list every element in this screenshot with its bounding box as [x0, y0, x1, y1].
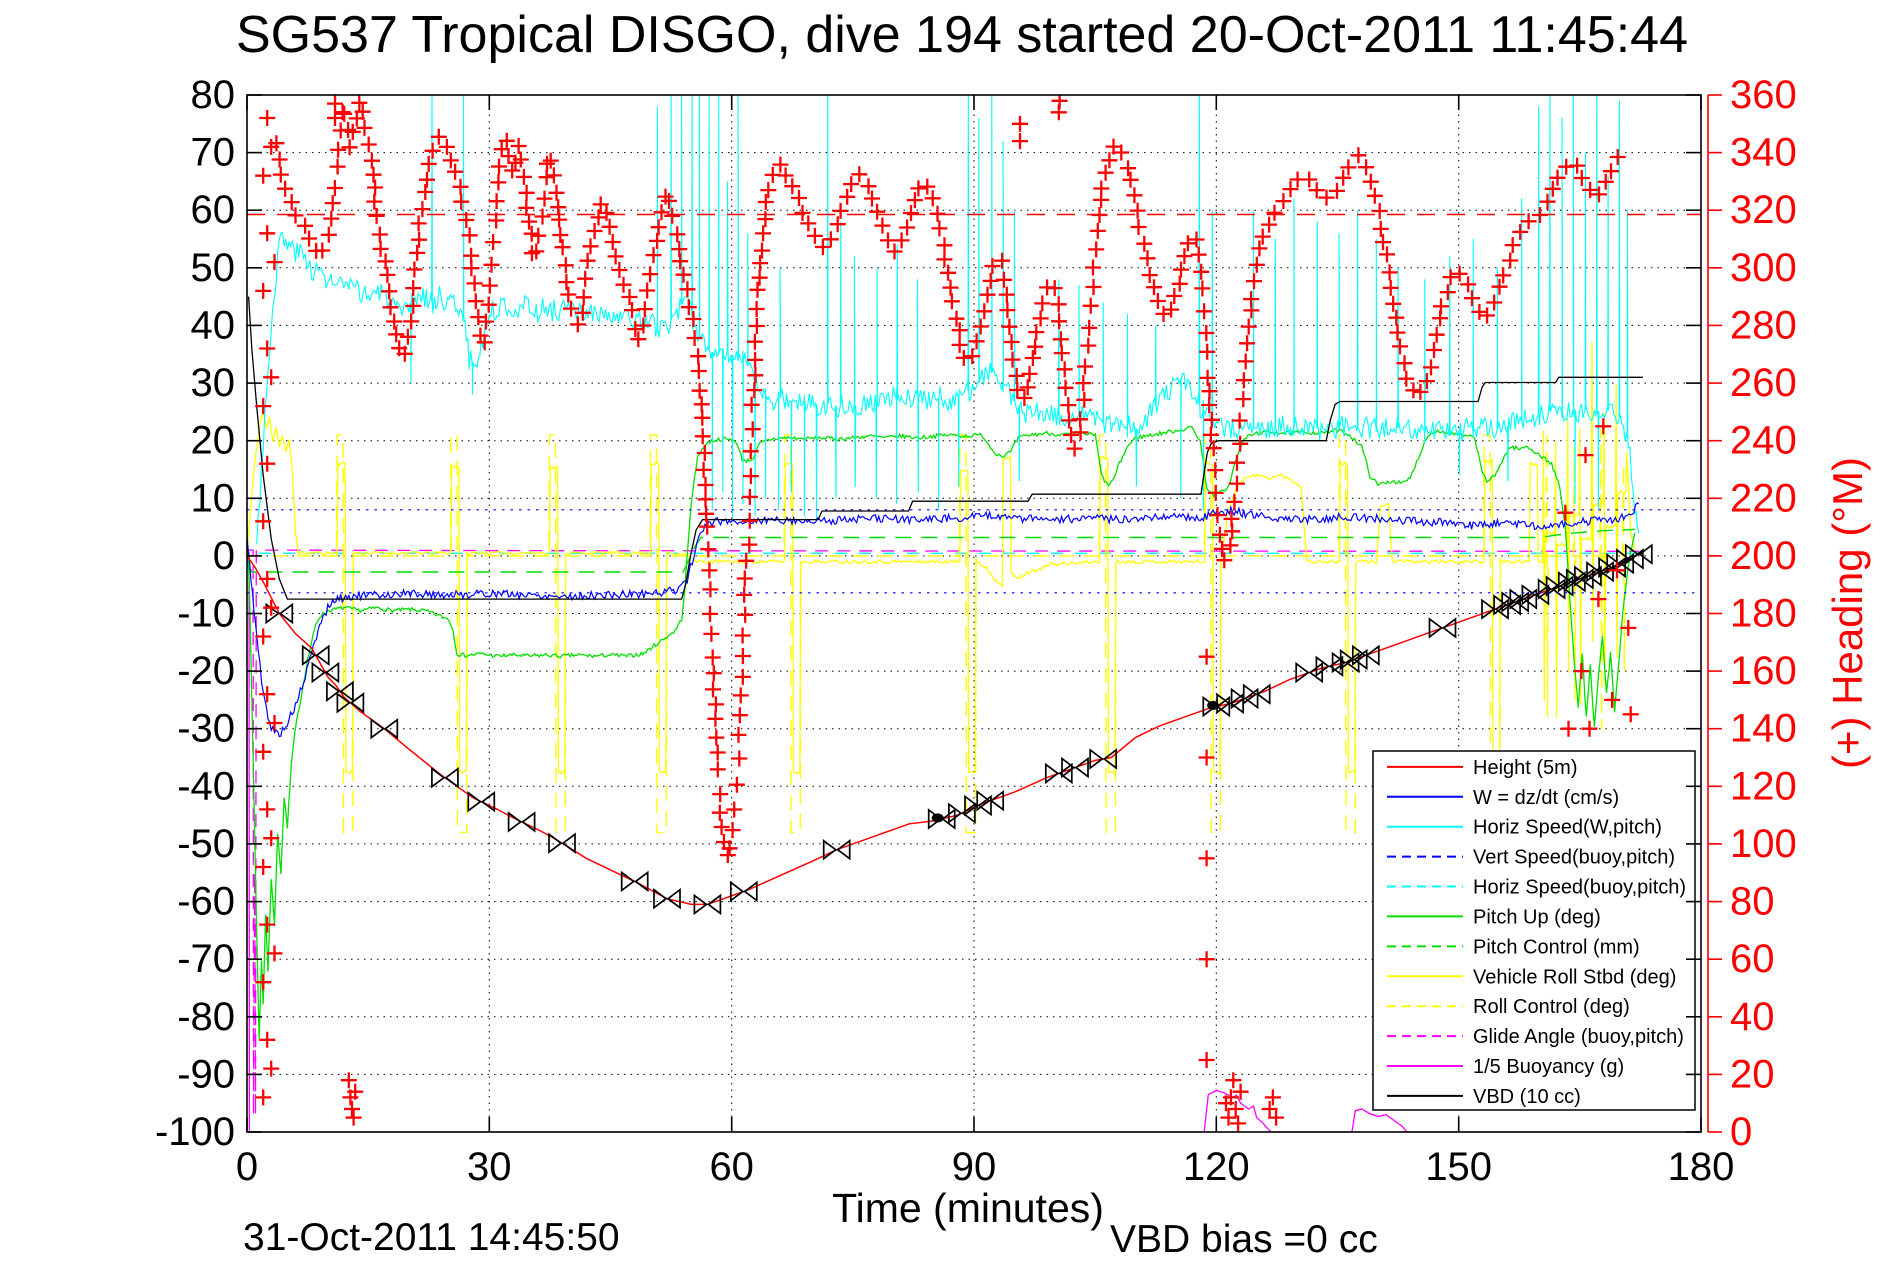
x-tick-label: 90	[952, 1145, 997, 1189]
vbd-bias-label: VBD bias =0 cc	[1110, 1218, 1378, 1261]
y-right-tick-label: 360	[1730, 73, 1797, 117]
chart-title: SG537 Tropical DISGO, dive 194 started 2…	[236, 6, 1688, 64]
y-right-tick-label: 120	[1730, 764, 1797, 808]
y-left-tick-label: 30	[191, 361, 236, 405]
datestamp-label: 31-Oct-2011 14:45:50	[243, 1216, 620, 1259]
legend-label: VBD (10 cc)	[1473, 1086, 1581, 1108]
y-left-tick-label: 40	[191, 303, 236, 347]
x-tick-label: 150	[1425, 1145, 1492, 1189]
y-left-tick-label: -100	[155, 1110, 235, 1154]
y-left-tick-label: -20	[177, 649, 235, 693]
heading-markers-layer	[255, 95, 1639, 1132]
legend-label: Height (5m)	[1473, 757, 1577, 779]
y-left-tick-label: 10	[191, 476, 236, 520]
y-right-tick-label: 60	[1730, 937, 1775, 981]
y-left-tick-label: -30	[177, 707, 235, 751]
legend-label: 1/5 Buoyancy (g)	[1473, 1056, 1624, 1078]
legend-label: Vert Speed(buoy,pitch)	[1473, 847, 1675, 869]
y-left-tick-label: -10	[177, 592, 235, 636]
y-left-tick-label: 50	[191, 246, 236, 290]
legend-label: Horiz Speed(W,pitch)	[1473, 817, 1662, 839]
tick-labels-layer: -100-90-80-70-60-50-40-30-20-10010203040…	[155, 73, 1797, 1189]
y-left-tick-label: -60	[177, 880, 235, 924]
y-right-tick-label: 300	[1730, 246, 1797, 290]
height-gps-bowtie-markers	[265, 543, 1653, 916]
axes-layer	[246, 94, 1722, 1133]
x-tick-label: 60	[709, 1145, 754, 1189]
y-right-tick-label: 100	[1730, 822, 1797, 866]
series-roll-control	[247, 429, 1635, 834]
series-vbd	[247, 296, 1643, 600]
series-pitch-control	[247, 528, 1635, 573]
legend-label: W = dz/dt (cm/s)	[1473, 787, 1619, 809]
y-left-tick-label: -90	[177, 1052, 235, 1096]
y-right-tick-label: 220	[1730, 476, 1797, 520]
height-dot-marker	[931, 813, 944, 823]
y-right-tick-label: 240	[1730, 419, 1797, 463]
x-tick-label: 30	[467, 1145, 512, 1189]
series-vehicle-roll	[247, 341, 1636, 775]
y-right-tick-label: 0	[1730, 1110, 1752, 1154]
legend-box: Height (5m) W = dz/dt (cm/s) Horiz Speed(W…	[1372, 750, 1696, 1111]
y-right-tick-label: 140	[1730, 707, 1797, 751]
heading-plus-markers	[255, 95, 1639, 1132]
y-right-tick-label: 40	[1730, 995, 1775, 1039]
series-horiz-speed-w	[256, 95, 1640, 545]
x-tick-label: 180	[1668, 1145, 1735, 1189]
series-buoyancy-fifth	[247, 552, 1639, 1132]
x-axis-label: Time (minutes)	[832, 1185, 1104, 1231]
legend-label: Pitch Up (deg)	[1473, 906, 1601, 928]
y-left-tick-label: 60	[191, 188, 236, 232]
y-right-tick-label: 160	[1730, 649, 1797, 693]
legend-label: Horiz Speed(buoy,pitch)	[1473, 877, 1686, 899]
series-glide-angle	[247, 549, 1639, 1115]
y-left-tick-label: 70	[191, 131, 236, 175]
series-layer	[247, 95, 1653, 1132]
legend-frame	[1372, 750, 1696, 1111]
y-right-tick-label: 280	[1730, 303, 1797, 347]
legend-label: Glide Angle (buoy,pitch)	[1473, 1026, 1684, 1048]
y-left-tick-label: -40	[177, 764, 235, 808]
y-right-tick-label: 340	[1730, 131, 1797, 175]
y-left-tick-label: 20	[191, 419, 236, 463]
x-tick-label: 0	[236, 1145, 258, 1189]
y-right-tick-label: 20	[1730, 1052, 1775, 1096]
y-right-tick-label: 320	[1730, 188, 1797, 232]
series-pitch-up	[247, 425, 1636, 1039]
y-right-tick-label: 180	[1730, 592, 1797, 636]
legend-label: Roll Control (deg)	[1473, 996, 1630, 1018]
reference-lines-layer	[247, 213, 1701, 594]
y-left-tick-label: -70	[177, 937, 235, 981]
y-left-tick-label: -50	[177, 822, 235, 866]
right-y-axis-label: (+) Heading (°M)	[1824, 457, 1871, 769]
y-right-tick-label: 200	[1730, 534, 1797, 578]
y-left-tick-label: 80	[191, 73, 236, 117]
height-dot-marker	[1207, 700, 1220, 710]
legend-label: Pitch Control (mm)	[1473, 936, 1640, 958]
legend-label: Vehicle Roll Stbd (deg)	[1473, 966, 1676, 988]
y-right-tick-label: 80	[1730, 880, 1775, 924]
y-left-tick-label: 0	[213, 534, 235, 578]
x-tick-label: 120	[1183, 1145, 1250, 1189]
y-right-tick-label: 260	[1730, 361, 1797, 405]
y-left-tick-label: -80	[177, 995, 235, 1039]
series-w-dzdt	[247, 502, 1640, 738]
